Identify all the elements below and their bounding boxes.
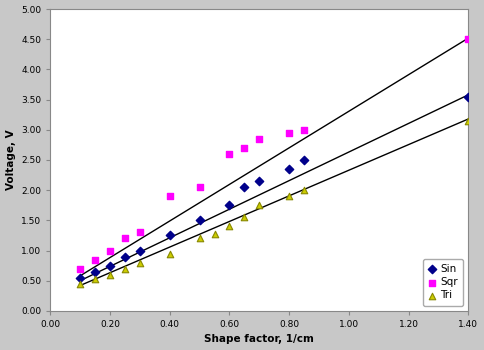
Sqr [166,193,174,199]
Sqr [121,236,129,241]
Legend: Sin, Sqr, Tri: Sin, Sqr, Tri [423,259,463,306]
Sin [166,233,174,238]
Sin [286,166,293,172]
Sqr [106,248,114,253]
Tri [106,272,114,278]
Sqr [76,266,84,271]
Tri [226,224,233,229]
Tri [286,193,293,199]
Sin [226,202,233,208]
Tri [121,266,129,271]
Sqr [241,145,248,151]
Sin [106,263,114,268]
Tri [241,215,248,220]
Tri [300,187,308,193]
Tri [166,251,174,256]
Tri [76,281,84,287]
Sqr [256,136,263,142]
Tri [465,118,472,124]
Tri [136,260,144,265]
Sin [256,178,263,184]
Sin [136,248,144,253]
Sin [121,254,129,259]
Tri [196,236,203,241]
Sin [76,275,84,280]
Tri [211,231,218,236]
Tri [256,202,263,208]
Sqr [286,130,293,135]
Sqr [465,36,472,42]
Sin [241,184,248,190]
Sqr [91,257,99,262]
Y-axis label: Voltage, V: Voltage, V [5,130,15,190]
Sqr [196,184,203,190]
Sin [196,217,203,223]
Sin [91,269,99,274]
Sqr [136,230,144,235]
Tri [91,276,99,282]
Sqr [300,127,308,133]
Sin [300,157,308,163]
Sin [465,94,472,99]
X-axis label: Shape factor, 1/cm: Shape factor, 1/cm [204,335,314,344]
Sqr [226,151,233,157]
